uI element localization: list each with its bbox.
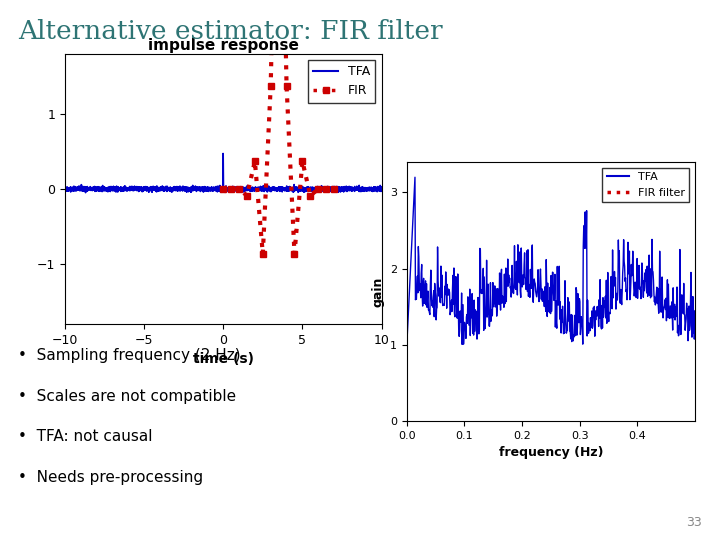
TFA (81, 190, 90, 196)
Text: •  Scales are not compatible: • Scales are not compatible (18, 389, 236, 404)
Text: 33: 33 (686, 516, 702, 529)
FIR (258, 251, 267, 257)
FIR (306, 192, 315, 199)
Legend: TFA, FIR: TFA, FIR (308, 60, 375, 103)
Text: •  TFA: not causal: • TFA: not causal (18, 429, 153, 444)
Text: Alternative estimator: FIR filter: Alternative estimator: FIR filter (18, 19, 443, 44)
FIR (227, 185, 235, 192)
TFA (219, 150, 228, 157)
TFA (477, 286, 486, 293)
FIR (298, 158, 307, 165)
Line: FIR: FIR (220, 0, 337, 256)
TFA (60, 185, 69, 192)
TFA (595, 315, 604, 322)
FIR (266, 83, 275, 89)
Line: TFA: TFA (65, 153, 382, 193)
TFA (402, 342, 411, 348)
X-axis label: frequency (Hz): frequency (Hz) (498, 447, 603, 460)
FIR (314, 186, 323, 192)
TFA (352, 186, 361, 192)
FIR (322, 185, 330, 192)
Line: TFA: TFA (407, 177, 695, 345)
X-axis label: time (s): time (s) (193, 352, 253, 366)
TFA (194, 186, 202, 192)
Legend: TFA, FIR filter: TFA, FIR filter (602, 167, 689, 202)
TFA (620, 258, 629, 265)
TFA (410, 174, 419, 180)
Text: •  Sampling frequency (2 Hz): • Sampling frequency (2 Hz) (18, 348, 240, 363)
FIR (282, 83, 291, 89)
TFA (454, 302, 462, 309)
TFA (572, 332, 581, 338)
Y-axis label: gain: gain (372, 276, 384, 307)
FIR (219, 186, 228, 192)
Title: impulse response: impulse response (148, 38, 299, 53)
TFA (534, 284, 542, 290)
Text: •  Needs pre-processing: • Needs pre-processing (18, 470, 203, 485)
TFA (196, 185, 204, 191)
TFA (377, 185, 386, 192)
TFA (690, 320, 699, 326)
FIR (243, 192, 251, 199)
TFA (291, 187, 300, 193)
TFA (211, 186, 220, 193)
FIR (290, 251, 299, 257)
FIR (330, 186, 338, 192)
TFA (368, 187, 377, 194)
FIR (235, 186, 243, 192)
FIR (251, 158, 259, 165)
